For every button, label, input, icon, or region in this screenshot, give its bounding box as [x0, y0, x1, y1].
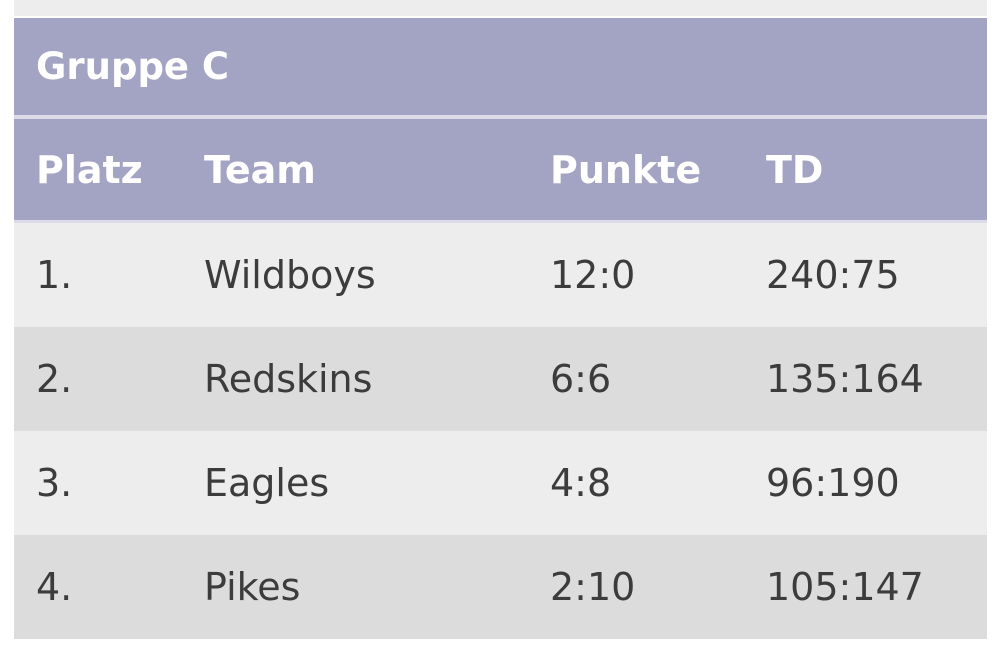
table-header-row: Platz Team Punkte TD	[14, 119, 987, 223]
cell-punkte: 4:8	[550, 461, 612, 505]
cell-team: Eagles	[204, 461, 330, 505]
cell-team: Pikes	[204, 565, 301, 609]
standings-table: Gruppe C Platz Team Punkte TD 1. Wildboy…	[14, 18, 987, 639]
cell-punkte: 2:10	[550, 565, 636, 609]
cell-platz: 1.	[36, 253, 73, 297]
group-title: Gruppe C	[14, 18, 987, 119]
cell-platz: 3.	[36, 461, 73, 505]
group-title-text: Gruppe C	[36, 45, 230, 88]
table-row: 3. Eagles 4:8 96:190	[14, 431, 987, 535]
cell-td: 240:75	[766, 253, 900, 297]
cell-punkte: 12:0	[550, 253, 636, 297]
cell-platz: 2.	[36, 357, 73, 401]
table-row: 4. Pikes 2:10 105:147	[14, 535, 987, 639]
cell-team: Redskins	[204, 357, 373, 401]
cell-td: 105:147	[766, 565, 924, 609]
previous-section-strip	[14, 0, 987, 16]
cell-team: Wildboys	[204, 253, 376, 297]
column-header-punkte: Punkte	[550, 147, 702, 192]
cell-platz: 4.	[36, 565, 73, 609]
column-header-platz: Platz	[36, 147, 143, 192]
cell-punkte: 6:6	[550, 357, 612, 401]
column-header-team: Team	[204, 147, 316, 192]
cell-td: 135:164	[766, 357, 924, 401]
cell-td: 96:190	[766, 461, 900, 505]
table-row: 2. Redskins 6:6 135:164	[14, 327, 987, 431]
column-header-td: TD	[766, 147, 824, 192]
table-row: 1. Wildboys 12:0 240:75	[14, 223, 987, 327]
